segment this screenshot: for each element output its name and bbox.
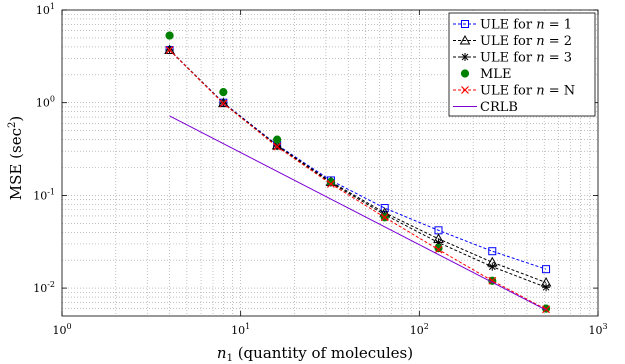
x-stroke (219, 99, 228, 108)
x-tick-label: 103 (588, 322, 607, 337)
dot-marker (219, 88, 228, 97)
plot-frame (61, 9, 599, 317)
square-marker (461, 20, 469, 28)
series-line (169, 49, 547, 310)
x-stroke (165, 46, 174, 54)
square-marker (542, 265, 551, 274)
series-5 (165, 46, 550, 314)
legend-entry: CRLB (453, 100, 518, 115)
x-stroke (326, 179, 335, 188)
x-marker (380, 213, 389, 222)
legend-label: ULE for n = N (480, 84, 575, 99)
square-shape (461, 20, 469, 28)
x-marker (326, 179, 335, 188)
y-tick-label: 10-1 (33, 187, 55, 202)
y-tick-label: 100 (36, 95, 55, 110)
star-stroke (488, 263, 496, 271)
dot-shape (460, 69, 470, 78)
x-stroke (461, 86, 469, 94)
star-stroke (461, 53, 469, 61)
y-tick-label: 10-2 (33, 280, 55, 295)
star-marker (542, 283, 551, 292)
square-marker (488, 247, 497, 256)
legend-entry: MLE (460, 67, 511, 82)
legend-entry: ULE for n = N (453, 84, 575, 99)
x-marker (461, 86, 469, 94)
x-stroke (542, 305, 550, 314)
x-tick-label: 102 (410, 322, 429, 337)
x-stroke (488, 276, 497, 285)
dot-marker (434, 244, 443, 253)
y-tick-label: 101 (36, 2, 55, 17)
legend-label: CRLB (480, 100, 518, 115)
legend-entry: ULE for n = 1 (453, 18, 572, 33)
x-tick-label: 100 (52, 322, 71, 337)
series-layer (164, 31, 552, 314)
triangle-shape (459, 34, 471, 45)
dot-shape (434, 244, 443, 253)
dot-marker (460, 69, 470, 78)
x-marker (434, 245, 443, 254)
x-stroke (273, 142, 282, 151)
y-axis-title: MSE (sec2) (7, 116, 25, 200)
x-stroke (380, 213, 389, 222)
triangle-marker (459, 34, 471, 45)
x-marker (542, 305, 550, 314)
grid (62, 10, 598, 316)
star-marker (461, 53, 469, 61)
x-marker (165, 46, 174, 54)
star-stroke (542, 283, 550, 291)
axis-ticks: 100 101 102 103 10-2 10-1 100 101 (33, 2, 607, 337)
legend-entry: ULE for n = 2 (453, 34, 572, 49)
legend-label: MLE (480, 67, 511, 82)
star-marker (488, 262, 497, 271)
x-tick-label: 101 (231, 322, 250, 337)
series-6 (169, 115, 547, 311)
x-axis-title: n1 (quantity of molecules) (217, 344, 413, 364)
legend-entry: ULE for n = 3 (453, 51, 572, 66)
dot-shape (165, 31, 174, 40)
series-line (169, 115, 547, 311)
x-marker (219, 99, 228, 108)
legend-box (448, 12, 596, 117)
legend-label: ULE for n = 1 (480, 18, 572, 33)
dot-marker (273, 135, 282, 144)
x-stroke (434, 245, 443, 254)
dot-shape (273, 135, 282, 144)
square-shape (542, 265, 551, 274)
square-shape (488, 247, 497, 256)
legend-label: ULE for n = 3 (480, 51, 572, 66)
x-marker (273, 142, 282, 151)
dot-shape (219, 88, 228, 97)
dot-marker (165, 31, 174, 40)
legend-label: ULE for n = 2 (480, 34, 572, 49)
